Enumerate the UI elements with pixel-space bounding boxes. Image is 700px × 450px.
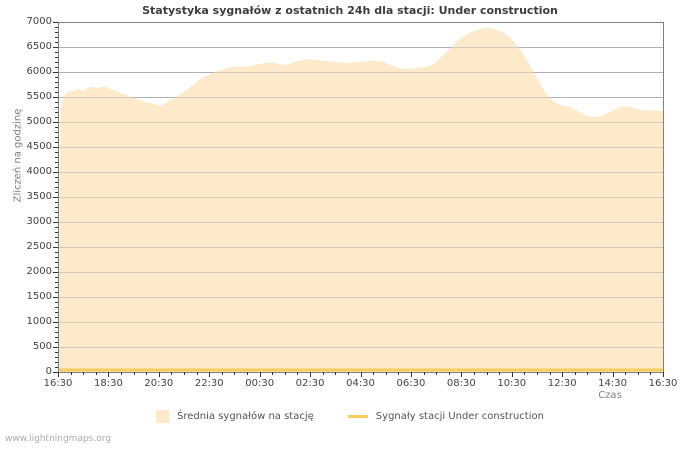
x-axis-tick-label: 00:30 (245, 378, 275, 389)
x-axis-tick-label: 20:30 (144, 378, 174, 389)
x-axis-tick-label: 10:30 (497, 378, 527, 389)
legend-swatch-area-icon (156, 410, 170, 423)
x-axis-tick-label: 16:30 (43, 378, 73, 389)
y-axis-tick-label: 2500 (26, 241, 52, 252)
y-axis-tick-label: 5000 (26, 116, 52, 127)
y-axis-tick-label: 3500 (26, 191, 52, 202)
x-axis-tick-label: 06:30 (396, 378, 426, 389)
x-axis-tick-label: 16:30 (648, 378, 678, 389)
x-axis-tick-label: 04:30 (346, 378, 375, 389)
y-axis-tick-label: 4000 (26, 166, 52, 177)
x-axis-tick-label: 18:30 (93, 378, 123, 389)
series-area-average (58, 27, 663, 372)
x-axis-label: Czas (598, 390, 622, 401)
chart-legend: Średnia sygnałów na stację Sygnały stacji… (0, 410, 700, 423)
y-axis-tick-label: 3000 (26, 216, 52, 227)
x-axis-tick-label: 08:30 (446, 378, 476, 389)
y-axis-tick-label: 4500 (26, 141, 52, 152)
y-axis-tick-label: 1000 (26, 316, 52, 327)
y-axis-tick-label: 5500 (26, 91, 52, 102)
y-axis-tick-label: 6500 (26, 41, 52, 52)
legend-swatch-line-icon (347, 415, 368, 418)
y-axis-tick-label: 500 (32, 341, 52, 352)
chart-title: Statystyka sygnałów z ostatnich 24h dla … (142, 4, 558, 17)
y-axis-tick-label: 2000 (26, 266, 52, 277)
x-axis-tick-label: 22:30 (194, 378, 224, 389)
x-axis-tick-label: 02:30 (295, 378, 325, 389)
y-axis-tick-label: 6000 (26, 66, 52, 77)
legend-label: Sygnały stacji Under construction (375, 411, 544, 422)
legend-entry[interactable]: Średnia sygnałów na stację (156, 410, 314, 423)
footer-url: www.lightningmaps.org (5, 434, 111, 444)
x-axis-tick-label: 12:30 (547, 378, 577, 389)
x-axis-tick-label: 14:30 (598, 378, 627, 389)
y-axis-tick-label: 7000 (26, 16, 52, 27)
legend-entry[interactable]: Sygnały stacji Under construction (347, 411, 544, 422)
y-axis-tick-label: 0 (45, 366, 52, 377)
y-axis-tick-label: 1500 (26, 291, 52, 302)
legend-label: Średnia sygnałów na stację (177, 411, 314, 422)
